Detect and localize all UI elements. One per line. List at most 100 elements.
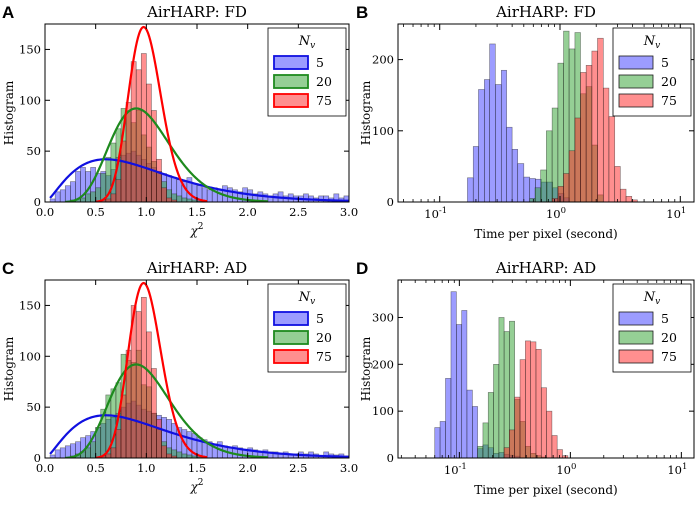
x-tick-label: 101	[667, 462, 687, 477]
legend-label-20: 20	[316, 74, 332, 89]
y-tick-label: 100	[19, 349, 41, 363]
y-tick-label: 0	[34, 195, 41, 209]
legend-title: Nv	[643, 34, 660, 51]
x-tick-label: 101	[666, 206, 686, 221]
series-75	[551, 37, 638, 202]
bar	[631, 199, 638, 202]
bar	[171, 455, 178, 458]
x-tick-label: 3.0	[340, 205, 358, 219]
legend-swatch-5	[618, 55, 654, 70]
fit-curve-5	[49, 158, 349, 202]
x-tick-label: 2.5	[289, 461, 307, 475]
chart-title: AirHARP: AD	[146, 259, 247, 277]
bar	[439, 421, 446, 458]
series-75	[100, 296, 178, 458]
bar	[535, 349, 542, 458]
panel-letter: C	[2, 259, 14, 278]
bar	[597, 37, 604, 202]
legend-label-5: 5	[316, 55, 324, 70]
legend-label-5: 5	[661, 55, 669, 70]
bar	[477, 445, 484, 458]
bar	[227, 187, 233, 202]
bar	[467, 177, 474, 202]
panel-d: 0 100 200 300 10-1 100 101 AirHARP: AD D Histogra…	[356, 259, 695, 497]
x-tick-label: 1.5	[188, 461, 206, 475]
y-tick-label: 0	[387, 451, 394, 465]
bar	[135, 311, 142, 458]
panel-letter: D	[356, 259, 368, 278]
bar	[115, 179, 122, 202]
fit-curve-20	[65, 363, 268, 458]
bar	[466, 389, 473, 458]
bar	[534, 187, 541, 202]
x-tick-label: 0.0	[36, 205, 54, 219]
legend-title: Nv	[298, 34, 315, 51]
legend-label-5: 5	[316, 311, 324, 326]
legend-swatch-5	[618, 311, 654, 326]
bar	[146, 83, 152, 202]
x-tick-label: 1.0	[137, 461, 155, 475]
bar	[546, 410, 553, 458]
y-axis-label: Histogram	[2, 336, 16, 401]
bar	[166, 197, 172, 202]
panel-c: 0 50 100 150 0.0 0.5 1.0 1.5 2.0 2.5 3.0 AirHARP: A…	[2, 259, 358, 494]
bar	[478, 89, 485, 202]
panel-letter: B	[356, 3, 368, 22]
bar	[151, 368, 157, 458]
legend-label-75: 75	[316, 93, 332, 108]
bar	[517, 163, 525, 202]
bar	[503, 331, 510, 458]
bar	[580, 72, 587, 202]
y-axis-label: Histogram	[2, 80, 16, 145]
bar	[523, 176, 531, 202]
bar	[551, 107, 559, 202]
bar	[125, 102, 132, 202]
bar	[130, 61, 137, 202]
x-axis-label: χ2	[189, 478, 203, 494]
legend-label-75: 75	[661, 93, 677, 108]
bar	[171, 199, 178, 202]
y-tick-label: 150	[19, 42, 41, 56]
bar	[557, 186, 564, 202]
bar	[80, 197, 86, 202]
x-tick-label: 10-1	[424, 206, 447, 221]
y-axis-label: Histogram	[359, 336, 373, 401]
bar	[614, 166, 621, 202]
bar	[529, 198, 536, 202]
bar	[64, 185, 71, 202]
bar	[503, 447, 510, 458]
x-tick-label: 2.5	[289, 205, 307, 219]
y-tick-label: 100	[372, 124, 394, 138]
bar	[105, 453, 112, 458]
fit-curve-75	[95, 281, 208, 458]
bar	[568, 150, 576, 202]
x-tick-label: 10-1	[444, 462, 467, 477]
bar	[495, 84, 502, 202]
fit-curve-5	[49, 414, 349, 458]
x-tick-label: 100	[556, 462, 576, 477]
bar	[625, 196, 633, 202]
x-tick-label: 2.0	[239, 461, 257, 475]
bar	[166, 453, 172, 458]
y-tick-label: 200	[372, 53, 394, 67]
legend-swatch-20	[273, 330, 309, 345]
bar	[619, 188, 627, 202]
bar	[551, 435, 558, 458]
bar	[530, 341, 537, 458]
y-tick-label: 100	[19, 93, 41, 107]
legend-swatch-75	[618, 349, 654, 364]
fit-curve-75	[95, 25, 208, 202]
bar	[151, 110, 157, 202]
x-tick-label: 0.0	[36, 461, 54, 475]
x-tick-label: 1.0	[137, 205, 155, 219]
bar	[557, 62, 564, 202]
bar	[70, 181, 76, 202]
bar	[90, 441, 96, 458]
bar	[90, 191, 96, 202]
x-tick-label: 0.5	[87, 461, 105, 475]
plot-frame	[397, 23, 695, 203]
y-tick-label: 0	[387, 195, 394, 209]
bar	[156, 158, 162, 202]
bar	[303, 193, 309, 202]
x-tick-label: 0.5	[87, 205, 105, 219]
